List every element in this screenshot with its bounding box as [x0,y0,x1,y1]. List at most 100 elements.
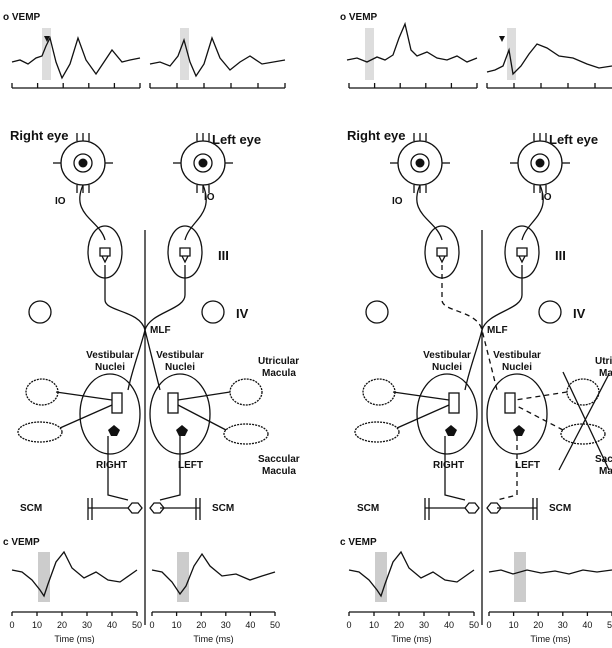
eye-label: Left eye [549,132,598,147]
axis-title: Time (ms) [54,634,94,644]
trochlear [202,301,224,323]
trace [487,44,612,74]
tract [160,436,180,500]
tick-label: 10 [172,620,182,630]
neuron [505,393,515,413]
axis-title: Time (ms) [391,634,431,644]
tick-label: 50 [469,620,479,630]
tick-label: 50 [607,620,612,630]
neuron [445,425,457,436]
macula-label: Macula [599,466,612,477]
neuron [517,248,527,262]
tick-label: 10 [32,620,42,630]
macula [18,422,62,442]
side-label: LEFT [178,460,203,471]
nuclei-label: Nuclei [502,362,532,373]
eye-label: Right eye [347,128,406,143]
io-label: IO [392,196,403,207]
nerve-label: III [555,248,566,263]
tick-label: 30 [419,620,429,630]
tick-label: 20 [57,620,67,630]
tick-label: 40 [107,620,117,630]
neuron [465,503,501,513]
macula-label: Macula [262,368,296,379]
scm-label: SCM [549,503,571,514]
tick-label: 0 [486,620,491,630]
macula-label: Macula [599,368,612,379]
neuron [128,503,164,513]
trace [152,554,275,594]
nuclei-label: Nuclei [165,362,195,373]
nuclei-label: Nuclei [95,362,125,373]
axis-title: Time (ms) [530,634,570,644]
tick-label: 50 [132,620,142,630]
scm-label: SCM [357,503,379,514]
macula-label: Utricular [595,356,612,367]
figure: o VEMPRight eyeLeft eyeIOIOIIIIVMLFVesti… [0,0,612,648]
macula [224,424,268,444]
afferent [397,405,449,428]
macula-label: Utricular [258,356,299,367]
neuron [168,393,178,413]
trace [12,552,137,596]
tick-label: 10 [369,620,379,630]
pupil [199,159,208,168]
tract [497,436,517,500]
neuron [449,393,459,413]
nucleus [487,374,547,454]
side-label: RIGHT [96,460,127,471]
latency-band [365,28,374,80]
nerve-label: IV [573,306,586,321]
trace [489,570,612,574]
neuron [180,248,190,262]
neuron [100,248,110,262]
latency-band [177,552,189,602]
macula-label: Saccular [258,454,300,465]
axis-title: Time (ms) [193,634,233,644]
neuron [437,248,447,262]
tick-label: 20 [533,620,543,630]
pupil [416,159,425,168]
neuron [513,425,525,436]
eye-label: Right eye [10,128,69,143]
nerve-label: III [218,248,229,263]
o-vemp-label: o VEMP [3,12,41,23]
nucleus [425,226,459,278]
tick-label: 30 [82,620,92,630]
nuclei-label: Vestibular [493,350,541,361]
tick-label: 0 [9,620,14,630]
afferent [178,405,226,430]
nerve-label: IV [236,306,249,321]
tick-label: 40 [245,620,255,630]
o-vemp-label: o VEMP [340,12,378,23]
scm-line [88,498,200,520]
tick-label: 40 [582,620,592,630]
macula [355,422,399,442]
scm-label: SCM [212,503,234,514]
tick-label: 30 [221,620,231,630]
latency-band [514,552,526,602]
afferent [178,392,230,400]
eye-label: Left eye [212,132,261,147]
neuron [108,425,120,436]
mlf-label: MLF [487,325,508,336]
nerve [417,185,442,240]
side-label: LEFT [515,460,540,471]
nuclei-label: Vestibular [156,350,204,361]
c-vemp-label: c VEMP [340,537,377,548]
trace [349,552,474,596]
nucleus [80,374,140,454]
scm-line [425,498,537,520]
nuclei-label: Nuclei [432,362,462,373]
trace [150,38,285,76]
macula [26,379,58,405]
trace [12,38,140,78]
macula [230,379,262,405]
tick-label: 10 [509,620,519,630]
nerve [80,185,105,240]
tick-label: 40 [444,620,454,630]
scm-label: SCM [20,503,42,514]
afferent [515,405,563,430]
